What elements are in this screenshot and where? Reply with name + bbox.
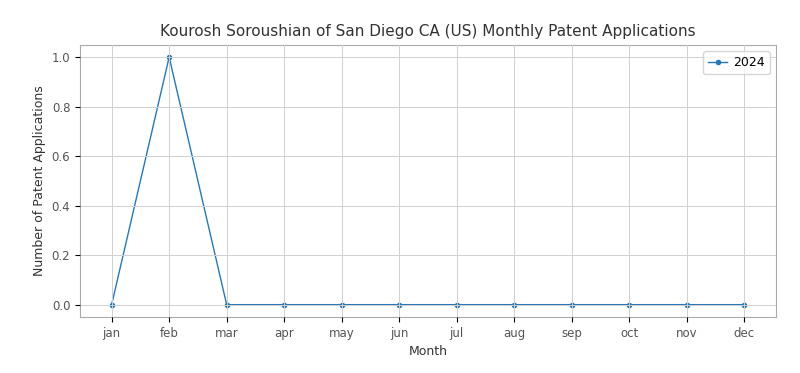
2024 <box>510 303 519 307</box>
2024 <box>164 55 174 59</box>
2024 <box>682 303 692 307</box>
2024 <box>337 303 346 307</box>
2024 <box>222 303 231 307</box>
Title: Kourosh Soroushian of San Diego CA (US) Monthly Patent Applications: Kourosh Soroushian of San Diego CA (US) … <box>160 24 696 40</box>
2024 <box>625 303 634 307</box>
Legend: 2024: 2024 <box>703 51 770 74</box>
2024 <box>279 303 289 307</box>
X-axis label: Month: Month <box>409 345 447 358</box>
2024 <box>739 303 749 307</box>
2024 <box>107 303 117 307</box>
Line: 2024: 2024 <box>110 55 746 307</box>
2024 <box>452 303 462 307</box>
Y-axis label: Number of Patent Applications: Number of Patent Applications <box>33 85 46 276</box>
2024 <box>567 303 577 307</box>
2024 <box>394 303 404 307</box>
